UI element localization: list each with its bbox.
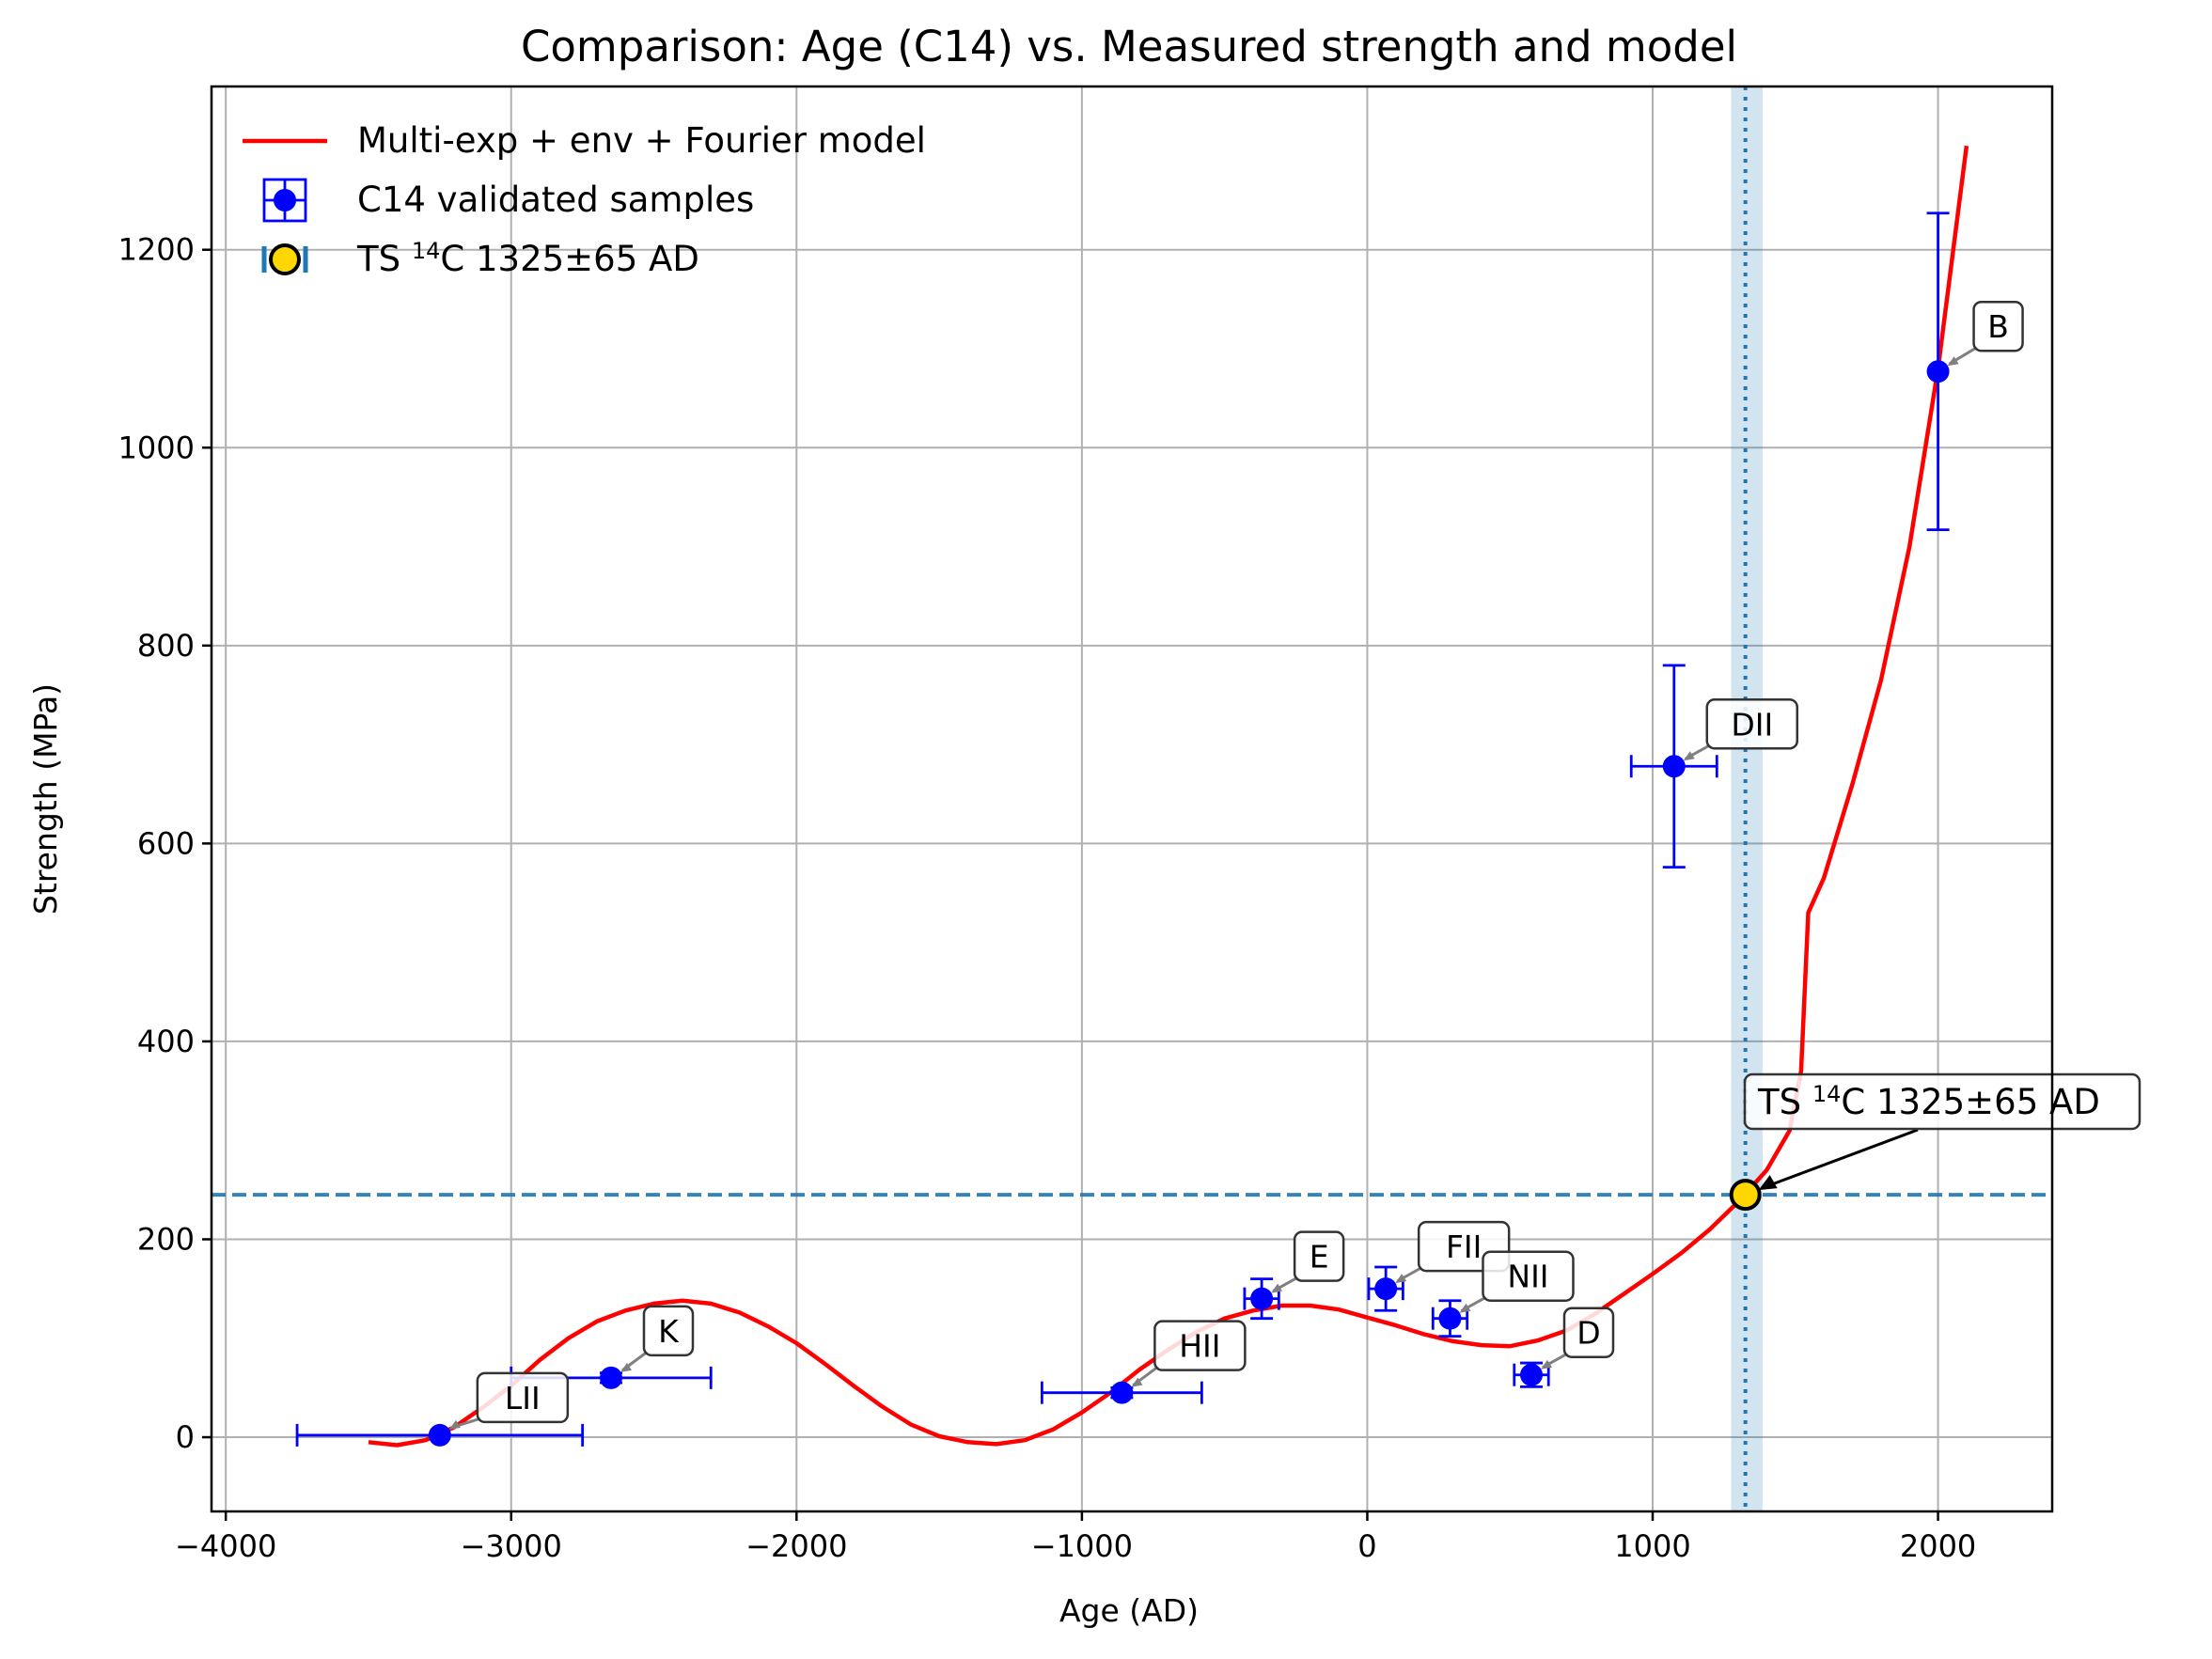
sample-point [1926,360,1950,383]
x-tick-label: −3000 [461,1528,562,1564]
annotation-arrowhead [1271,1283,1283,1293]
sample-LII [295,1423,585,1447]
x-tick-label: −1000 [1031,1528,1133,1564]
annotation-arrowhead [1459,1303,1471,1313]
sample-point [1662,755,1686,778]
annotation-box [1972,300,2024,352]
annotation-arrow [1764,1128,1919,1189]
x-tick-label: −4000 [175,1528,276,1564]
chart-title: Comparison: Age (C14) vs. Measured stren… [521,22,1737,71]
legend-errorbar-swatch [262,178,307,223]
annotation-box [476,1371,570,1424]
legend-label: Multi-exp + env + Fourier model [357,120,926,161]
sample-D [1513,1361,1550,1388]
annotation-arrowhead [1947,356,1959,367]
annotation-box [1482,1250,1575,1302]
annotation-arrowhead [1395,1274,1407,1284]
sample-point [1250,1287,1274,1310]
legend-label: TS 14C 1325±65 AD [356,238,699,279]
y-tick-label: 0 [176,1419,195,1455]
sample-point [428,1423,451,1447]
y-tick-label: 600 [137,825,195,861]
annotation-box [1562,1307,1615,1358]
annotation-arrowhead [620,1362,632,1372]
annotation-arrowhead [1540,1359,1552,1369]
sample-point [599,1366,622,1389]
y-axis-label: Strength (MPa) [27,683,64,915]
annotation-arrowhead [448,1419,461,1430]
x-tick-label: 1000 [1614,1528,1690,1564]
x-tick-label: −2000 [745,1528,847,1564]
ts-point [1729,1179,1762,1212]
annotation-arrowhead [1683,751,1695,761]
legend-highlight-swatch [269,243,301,275]
sample-DII [1629,664,1718,869]
sample-B [1926,211,1950,532]
sample-point [1519,1363,1543,1386]
highlight-band [1731,86,1763,1511]
x-tick-label: 0 [1357,1528,1376,1564]
annotation-text: FII [1446,1229,1482,1265]
sample-FII [1367,1265,1404,1312]
sample-point [1374,1277,1398,1301]
annotation-text: NII [1507,1259,1548,1295]
annotation-box [1743,1072,2141,1131]
annotation-text: E [1310,1239,1329,1276]
annotation-text: B [1987,308,2009,345]
annotation-text: HII [1179,1328,1220,1365]
annotation-HII: HII [1131,1320,1247,1387]
y-tick-label: 1000 [118,430,195,465]
ticks: −4000 −3000 −2000 −1000 0 1000 2000 0 200 400 600 8… [118,232,1977,1564]
annotation-text: TS 14C 1325±65 AD [1757,1081,2100,1122]
axes-frame [210,85,2054,1513]
annotation-arrowhead [1758,1175,1778,1191]
sample-E [1243,1277,1280,1321]
y-tick-label: 200 [137,1221,195,1257]
x-tick-label: 2000 [1900,1528,1976,1564]
legend-errorbar-swatch [274,189,296,211]
sample-point [1110,1381,1134,1404]
annotation-D: D [1540,1307,1615,1369]
annotation-TS: TS 14C 1325±65 AD [1743,1072,2141,1191]
x-axis-label: Age (AD) [1059,1592,1199,1629]
annotation-text: DII [1731,706,1773,743]
y-tick-label: 400 [137,1024,195,1059]
sample-HII [1040,1381,1203,1404]
y-tick-label: 1200 [118,232,195,268]
annotation-text: D [1577,1315,1600,1352]
annotation-LII: LII [448,1371,570,1430]
y-tick-label: 800 [137,628,195,664]
legend-label: C14 validated samples [357,180,754,220]
annotation-arrowhead [1131,1377,1143,1387]
sample-point [1438,1307,1462,1330]
annotation-box [1293,1230,1345,1282]
sample-NII [1431,1299,1469,1338]
annotation-box [1153,1320,1247,1371]
annotation-NII: NII [1459,1250,1575,1313]
annotation-text: LII [505,1380,541,1416]
annotation-text: K [658,1313,680,1350]
annotation-DII: DII [1683,698,1799,761]
annotation-box [1705,698,1799,750]
annotation-B: B [1947,300,2024,367]
annotation-box [642,1305,695,1357]
annotation-E: E [1271,1230,1345,1293]
annotation-K: K [620,1305,695,1372]
legend: Multi-exp + env + Fourier model C14 valid… [243,120,926,279]
